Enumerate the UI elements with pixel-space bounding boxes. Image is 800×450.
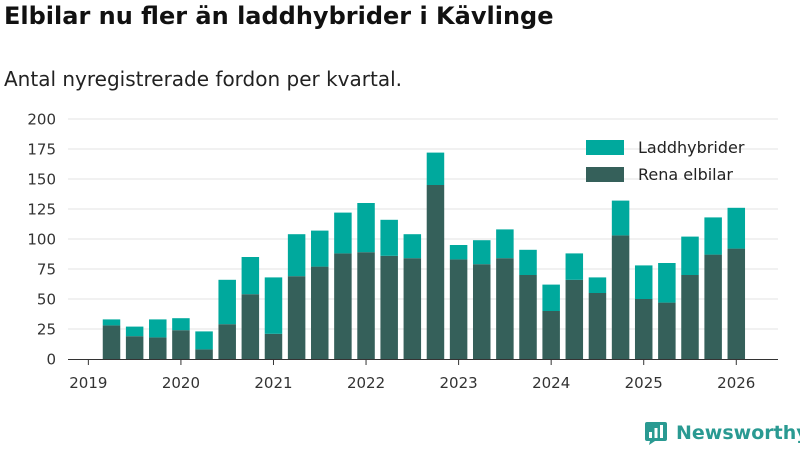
x-tick-label: 2025 <box>625 374 663 392</box>
bar-laddhybrider <box>704 217 722 255</box>
bar-laddhybrider <box>681 236 699 275</box>
x-tick-label: 2023 <box>440 374 478 392</box>
legend-label: Laddhybrider <box>638 138 745 157</box>
bar-rena-elbilar <box>681 275 699 359</box>
bar-laddhybrider <box>472 240 491 265</box>
legend-swatch <box>586 167 624 182</box>
bar-rena-elbilar <box>611 235 630 359</box>
newsworthy-logo-icon <box>645 422 667 445</box>
bar-laddhybrider <box>241 257 260 295</box>
y-tick-label: 150 <box>27 171 56 189</box>
y-tick-label: 175 <box>27 141 56 159</box>
bar-rena-elbilar <box>102 325 121 359</box>
bar-rena-elbilar <box>334 253 352 359</box>
bar-rena-elbilar <box>264 333 283 359</box>
y-tick-label: 50 <box>37 291 56 309</box>
bar-laddhybrider <box>727 207 746 249</box>
bar-rena-elbilar <box>496 258 514 359</box>
bar-laddhybrider <box>658 263 676 303</box>
y-tick-label: 75 <box>37 261 56 279</box>
y-tick-label: 100 <box>27 231 56 249</box>
legend-swatch <box>586 140 624 155</box>
bar-laddhybrider <box>287 234 306 277</box>
y-axis-ticks: 0 25 50 75 100 125 150 175 200 <box>27 111 56 369</box>
bar-rena-elbilar <box>449 259 468 359</box>
bar-laddhybrider <box>218 279 236 325</box>
bar-laddhybrider <box>149 319 167 338</box>
bar-laddhybrider <box>125 326 144 337</box>
bar-laddhybrider <box>264 277 283 334</box>
bar-laddhybrider <box>449 245 468 260</box>
bar-rena-elbilar <box>357 252 375 359</box>
y-tick-label: 125 <box>27 201 56 219</box>
x-tick-label: 2020 <box>162 374 200 392</box>
bar-laddhybrider <box>311 230 329 267</box>
bar-rena-elbilar <box>588 293 607 359</box>
bar-rena-elbilar <box>149 337 167 359</box>
bar-rena-elbilar <box>195 349 213 359</box>
bar-rena-elbilar <box>287 276 306 359</box>
bar-laddhybrider <box>634 265 653 299</box>
bar-rena-elbilar <box>519 275 537 359</box>
chart-subtitle: Antal nyregistrerade fordon per kvartal. <box>4 67 403 91</box>
grid-lines <box>68 118 778 330</box>
bar-rena-elbilar <box>403 258 422 359</box>
bar-laddhybrider <box>403 234 422 259</box>
bar-rena-elbilar <box>727 248 746 359</box>
bar-laddhybrider <box>588 277 607 293</box>
x-tick-label: 2026 <box>717 374 755 392</box>
bar-rena-elbilar <box>241 294 260 359</box>
bar-rena-elbilar <box>634 299 653 359</box>
bar-rena-elbilar <box>125 336 144 359</box>
bar-laddhybrider <box>611 200 630 236</box>
bars <box>102 152 746 359</box>
x-tick-label: 2021 <box>254 374 292 392</box>
x-axis: 2019 2020 2021 2022 2023 2024 2025 2026 <box>68 359 778 392</box>
bar-rena-elbilar <box>704 254 722 359</box>
bar-laddhybrider <box>426 152 445 185</box>
x-tick-label: 2024 <box>532 374 570 392</box>
brand-name: Newsworthy <box>676 422 800 444</box>
y-tick-label: 200 <box>27 111 56 129</box>
newsworthy-logo: Newsworthy <box>644 418 800 448</box>
legend-label: Rena elbilar <box>638 165 733 184</box>
bar-rena-elbilar <box>658 302 676 359</box>
legend: Laddhybrider Rena elbilar <box>586 138 745 184</box>
bar-laddhybrider <box>172 318 190 331</box>
x-tick-label: 2022 <box>347 374 385 392</box>
bar-laddhybrider <box>519 249 537 275</box>
bar-rena-elbilar <box>542 311 560 359</box>
bar-rena-elbilar <box>311 266 329 359</box>
bar-laddhybrider <box>542 284 560 311</box>
bar-rena-elbilar <box>426 185 445 359</box>
bar-laddhybrider <box>357 203 375 253</box>
bar-laddhybrider <box>334 212 352 254</box>
y-tick-label: 0 <box>46 351 56 369</box>
chart-title: Elbilar nu fler än laddhybrider i Kävlin… <box>4 2 554 30</box>
bar-laddhybrider <box>195 331 213 350</box>
bar-laddhybrider <box>496 229 514 259</box>
bar-rena-elbilar <box>218 324 236 359</box>
bar-rena-elbilar <box>380 255 398 359</box>
bar-laddhybrider <box>380 219 398 256</box>
bar-rena-elbilar <box>472 264 491 359</box>
bar-laddhybrider <box>565 253 584 280</box>
x-tick-label: 2019 <box>69 374 107 392</box>
bar-rena-elbilar <box>172 330 190 359</box>
y-tick-label: 25 <box>37 321 56 339</box>
bar-rena-elbilar <box>565 279 584 359</box>
bar-laddhybrider <box>102 319 121 326</box>
